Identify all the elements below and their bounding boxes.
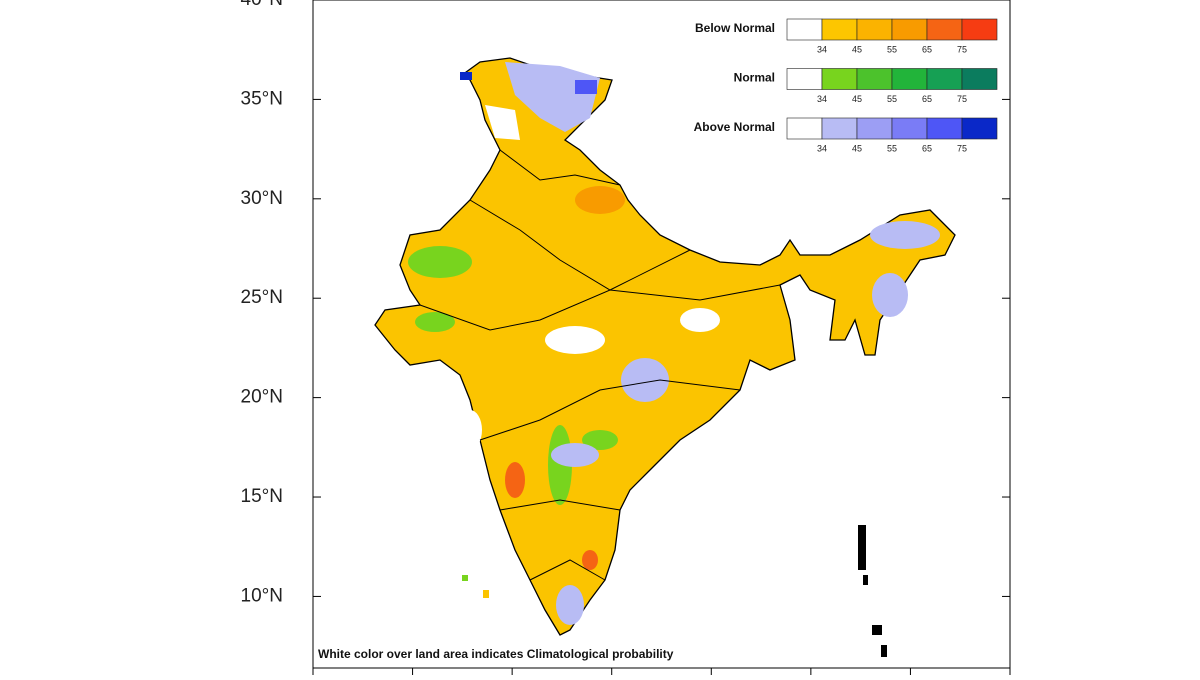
- legend-swatch: [926, 68, 963, 90]
- legend-label: Below Normal: [695, 21, 775, 35]
- legend-swatch: [821, 18, 858, 41]
- legend-swatch: [786, 68, 823, 90]
- legend-tick-label: 34: [817, 143, 827, 153]
- legend-swatch: [821, 68, 858, 90]
- legend-tick-label: 55: [887, 94, 897, 104]
- legend-tick-label: 55: [887, 44, 897, 54]
- legend-tick-label: 65: [922, 143, 932, 153]
- india-landmass: [374, 57, 956, 636]
- legend-tick-label: 45: [852, 44, 862, 54]
- y-tick-label: 40°N: [241, 0, 283, 10]
- legend-tick-label: 34: [817, 44, 827, 54]
- legend-tick-label: 75: [957, 143, 967, 153]
- legend-label: Normal: [734, 71, 775, 85]
- legend-swatch: [786, 18, 823, 41]
- footnote: White color over land area indicates Cli…: [318, 647, 674, 661]
- legend-swatch: [856, 68, 893, 90]
- legend-tick-label: 34: [817, 94, 827, 104]
- legend-swatch: [961, 117, 998, 140]
- legend-swatch: [961, 18, 998, 41]
- legend-tick-label: 75: [957, 44, 967, 54]
- y-tick-label: 10°N: [241, 585, 283, 606]
- legend-tick-label: 45: [852, 143, 862, 153]
- legend-swatch: [926, 18, 963, 41]
- legend-tick-label: 55: [887, 143, 897, 153]
- legend-swatch: [856, 18, 893, 41]
- y-tick-label: 25°N: [241, 287, 283, 308]
- legend-swatch: [891, 68, 928, 90]
- legend-label: Above Normal: [694, 120, 775, 134]
- legend-tick-label: 65: [922, 94, 932, 104]
- legend-swatch: [891, 117, 928, 140]
- legend-swatch: [926, 117, 963, 140]
- probability-patches: [408, 62, 940, 625]
- legend-swatch: [786, 117, 823, 140]
- y-tick-label: 35°N: [241, 88, 283, 109]
- y-tick-label: 15°N: [241, 486, 283, 507]
- legend-tick-label: 65: [922, 44, 932, 54]
- map-area: [374, 57, 956, 657]
- legend-swatch: [821, 117, 858, 140]
- state-boundaries: [419, 149, 781, 581]
- y-tick-label: 30°N: [241, 188, 283, 209]
- islands: [462, 525, 887, 657]
- y-tick-label: 20°N: [241, 387, 283, 408]
- legend-swatch: [891, 18, 928, 41]
- legend-swatch: [856, 117, 893, 140]
- legend-tick-label: 75: [957, 94, 967, 104]
- map-frame: [312, 0, 1011, 669]
- legend-tick-label: 45: [852, 94, 862, 104]
- legend-swatch: [961, 68, 998, 90]
